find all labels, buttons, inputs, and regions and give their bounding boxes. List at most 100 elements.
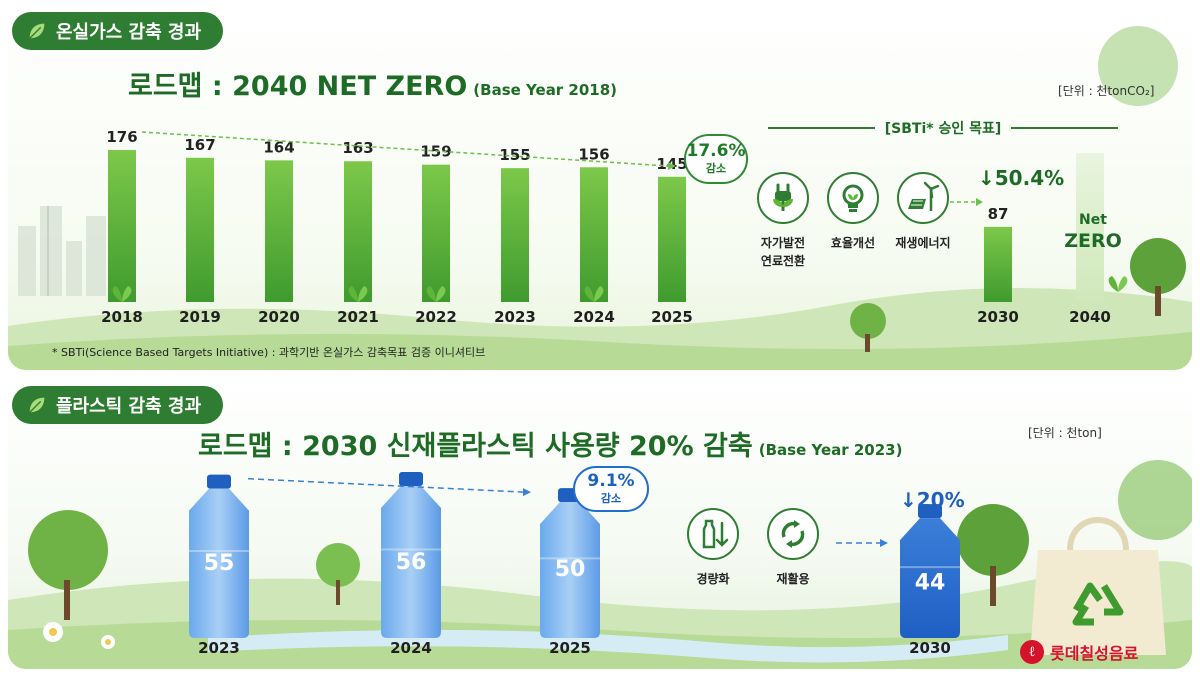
- ghg-bar: [580, 167, 608, 302]
- ghg-year-label: 2022: [415, 308, 457, 326]
- sprout-icon: [112, 286, 122, 302]
- ghg-year-label: 2021: [337, 308, 379, 326]
- brand-name: 롯데칠성음료: [1050, 644, 1139, 663]
- plastic-target-2030-value: 44: [915, 571, 946, 596]
- ghg-section-label: 온실가스 감축 경과: [56, 22, 202, 43]
- ghg-bar-value: 156: [578, 145, 609, 163]
- plastic-trend-line: [247, 477, 524, 493]
- ghg-bar: [344, 161, 372, 302]
- ghg-target-2040-bar: [1076, 153, 1104, 302]
- ghg-net-zero-line1: Net: [1079, 212, 1107, 228]
- initiative-label: 재생에너지: [895, 236, 951, 250]
- ghg-reduction-label: 감소: [705, 161, 727, 175]
- ghg-target-2030-value: 87: [988, 205, 1009, 223]
- plastic-bottle-value: 56: [396, 550, 427, 575]
- bottle-cap: [399, 472, 423, 486]
- plastic-reduction-label: 감소: [600, 491, 622, 505]
- ghg-year-label: 2018: [101, 308, 143, 326]
- sprout-icon: [348, 286, 358, 302]
- ghg-reduction-pct: 17.6%: [686, 140, 746, 161]
- plastic-year-label: 2025: [549, 639, 591, 657]
- ghg-target-2040-year: 2040: [1069, 308, 1111, 326]
- ghg-bar: [186, 157, 214, 302]
- ghg-section-tag: 온실가스 감축 경과: [12, 12, 224, 50]
- plastic-bottle-value: 55: [204, 551, 235, 576]
- plastic-target-arrowhead: [880, 539, 888, 547]
- plastic-trend-arrowhead: [523, 488, 531, 497]
- sprout-icon: [436, 286, 446, 302]
- initiative-fuel-switch: 자가발전 연료전환: [738, 172, 828, 270]
- ghg-net-zero-line2: ZERO: [1064, 230, 1122, 252]
- ghg-trend-line: [141, 131, 669, 167]
- recycle-icon: [1072, 582, 1124, 626]
- brand-logo: ℓ 롯데칠성음료: [1020, 640, 1138, 664]
- bottle-body: [381, 486, 441, 638]
- initiative-recycle: 재활용: [748, 508, 838, 588]
- bottle-body: [900, 518, 960, 638]
- ghg-year-label: 2025: [651, 308, 693, 326]
- recycle-arrow: [1101, 584, 1124, 616]
- plastic-unit: [단위 : 천ton]: [1028, 426, 1102, 440]
- plastic-bottle-value: 50: [555, 557, 586, 582]
- ghg-unit: [단위 : 천tonCO₂]: [1058, 84, 1155, 98]
- initiative-label: 효율개선: [830, 236, 876, 250]
- ghg-bar-value: 164: [263, 138, 294, 156]
- plastic-year-label: 2023: [198, 639, 240, 657]
- ghg-year-label: 2024: [573, 308, 615, 326]
- ghg-bar: [265, 160, 293, 302]
- initiative-efficiency: 효율개선: [808, 172, 898, 252]
- sbti-header-text: [SBTi* 승인 목표]: [884, 121, 1002, 137]
- ghg-bar-value: 163: [342, 139, 373, 157]
- plastic-section-label: 플라스틱 감축 경과: [56, 396, 202, 417]
- ghg-target-2030-pct: ↓50.4%: [978, 166, 1065, 190]
- plastic-reduction-pct: 9.1%: [587, 470, 635, 491]
- ghg-bar-value: 176: [106, 128, 137, 146]
- ghg-title-sub: (Base Year 2018): [473, 81, 618, 99]
- solar-wind-icon: [897, 172, 949, 224]
- ghg-bar-value: 155: [499, 146, 530, 164]
- sprout-icon: [358, 286, 368, 302]
- ghg-year-label: 2019: [179, 308, 221, 326]
- ghg-year-label: 2020: [258, 308, 300, 326]
- sprout-icon: [594, 286, 604, 302]
- ghg-bar: [501, 168, 529, 302]
- sprout-icon: [1108, 276, 1118, 292]
- ghg-scenery: [8, 26, 1192, 370]
- ghg-bar: [108, 150, 136, 302]
- divider: [768, 127, 875, 129]
- ghg-bar: [422, 164, 450, 302]
- ghg-year-label: 2023: [494, 308, 536, 326]
- ghg-bar-value: 145: [656, 155, 687, 173]
- ghg-title-main: 로드맵 : 2040 NET ZERO: [128, 71, 468, 102]
- initiative-label: 자가발전 연료전환: [760, 236, 806, 268]
- recycle-arrow: [1072, 582, 1103, 612]
- plastic-bottle-chart: 55 2023 56 2024 50 2025 44 2030: [189, 472, 1124, 657]
- initiative-lightweight: 경량화: [668, 508, 758, 588]
- lightbulb-icon: [827, 172, 879, 224]
- sprout-icon: [1118, 276, 1128, 292]
- plastic-section-tag: 플라스틱 감축 경과: [12, 386, 224, 424]
- plastic-target-2030-pct: ↓20%: [900, 488, 965, 512]
- plastic-title-sub: (Base Year 2023): [758, 441, 903, 459]
- plastic-year-label: 2024: [390, 639, 432, 657]
- ghg-target-2030-bar: [984, 226, 1012, 302]
- plastic-roadmap-title: 로드맵 : 2030 신재플라스틱 사용량 20% 감축 (Base Year 2…: [198, 424, 902, 463]
- ghg-panel: 온실가스 감축 경과 로드맵 : 2040 NET ZERO (Base Year…: [8, 6, 1192, 370]
- leaf-icon: [29, 23, 45, 39]
- bottle-cap: [918, 504, 942, 519]
- bottle-cap: [207, 474, 231, 489]
- plastic-target-2030-bottle: [900, 504, 960, 638]
- ghg-bar: [658, 176, 686, 302]
- plastic-bottle-bar: [189, 474, 249, 638]
- leaf-icon: [29, 397, 45, 413]
- sprout-icon: [426, 286, 436, 302]
- initiative-renewable: 재생에너지: [878, 172, 968, 252]
- recycle-icon: [767, 508, 819, 560]
- ghg-target-arrowhead: [976, 198, 983, 206]
- plastic-title-main: 로드맵 : 2030 신재플라스틱 사용량 20% 감축: [198, 431, 753, 462]
- sbti-header: [SBTi* 승인 목표]: [768, 118, 1118, 138]
- plastic-bottle-bar: [381, 472, 441, 638]
- ghg-bar-chart: 1762018167201916420201632021159202215520…: [101, 128, 1128, 326]
- divider: [1011, 127, 1118, 129]
- ghg-footnote: * SBTi(Science Based Targets Initiative)…: [52, 346, 486, 359]
